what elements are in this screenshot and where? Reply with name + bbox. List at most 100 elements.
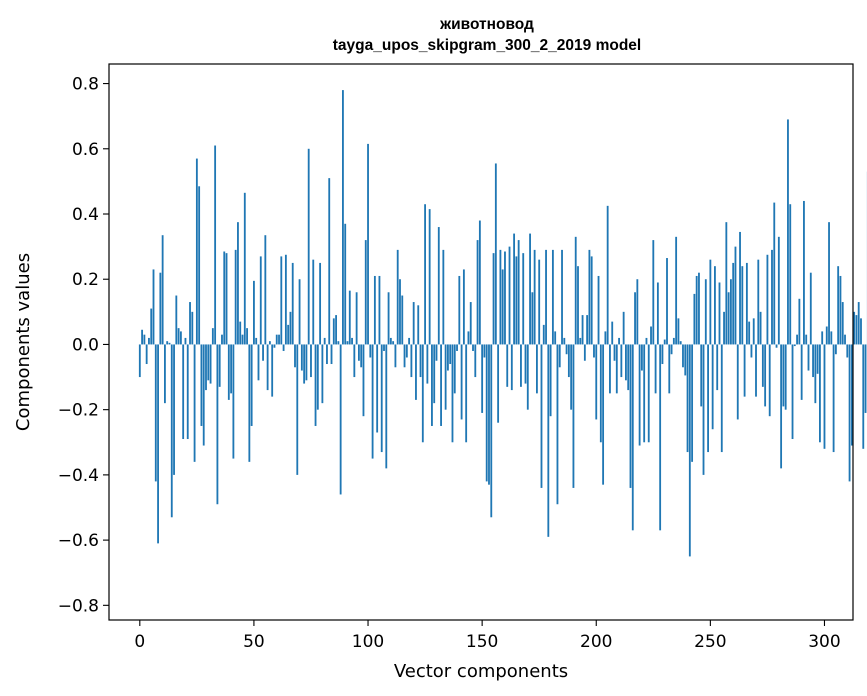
bar — [666, 258, 668, 345]
bar — [298, 279, 301, 345]
bar — [246, 328, 248, 345]
bar — [672, 337, 675, 345]
bar — [761, 344, 764, 387]
bar — [387, 292, 390, 345]
bar — [698, 272, 700, 345]
bar — [184, 337, 187, 345]
bar — [227, 344, 230, 400]
bar — [526, 344, 529, 410]
bar — [581, 315, 584, 345]
bar — [399, 279, 401, 345]
bar — [515, 256, 518, 345]
bar — [339, 344, 342, 495]
bar — [611, 321, 614, 345]
bar — [485, 344, 488, 482]
bar — [524, 344, 527, 384]
bar — [796, 334, 798, 345]
y-tick-label: −0.2 — [58, 401, 99, 421]
bar — [474, 344, 477, 378]
bar — [179, 331, 182, 345]
bar — [287, 324, 290, 345]
bar — [225, 253, 228, 345]
bar — [595, 344, 598, 420]
bar — [138, 344, 141, 378]
bar — [828, 222, 830, 345]
bar — [716, 344, 719, 391]
bar — [695, 275, 698, 345]
bar — [262, 344, 264, 361]
bar — [864, 344, 867, 413]
bar — [693, 293, 696, 345]
bar — [467, 331, 470, 345]
bar — [417, 305, 420, 345]
bar — [777, 236, 780, 345]
bar — [574, 236, 577, 345]
bar — [816, 344, 819, 374]
bar — [447, 344, 449, 371]
bar — [250, 344, 253, 426]
bar — [848, 344, 851, 482]
bar — [652, 240, 655, 345]
bar — [773, 202, 776, 345]
bar — [631, 344, 634, 531]
bar — [214, 145, 217, 345]
bar — [517, 240, 520, 345]
bar — [855, 315, 858, 345]
bar — [237, 222, 239, 345]
bar — [211, 328, 214, 345]
bar — [154, 344, 157, 482]
bar — [563, 337, 566, 345]
bar — [145, 344, 148, 365]
bar — [307, 148, 310, 345]
bar — [223, 251, 226, 345]
bar — [819, 344, 821, 443]
bar — [321, 344, 324, 404]
bar — [348, 290, 351, 345]
bar — [431, 344, 433, 426]
bar — [675, 236, 678, 345]
bar — [170, 344, 173, 518]
bar — [677, 318, 680, 345]
bar — [545, 249, 547, 345]
bar — [323, 337, 326, 345]
bar — [380, 344, 383, 453]
bar — [209, 344, 212, 384]
bar — [230, 344, 233, 394]
bar — [186, 344, 189, 440]
bar — [189, 302, 191, 345]
bar — [177, 328, 180, 345]
bar — [385, 344, 388, 469]
bar — [825, 326, 828, 345]
bar — [259, 256, 262, 345]
bar — [476, 240, 479, 345]
bar — [469, 302, 472, 345]
bar — [579, 337, 582, 345]
bar — [784, 344, 787, 410]
bar — [342, 90, 344, 345]
bar — [661, 344, 664, 365]
bar — [609, 344, 611, 394]
bar — [316, 344, 319, 410]
bar — [766, 254, 769, 345]
bar — [823, 344, 826, 449]
bar — [458, 275, 461, 345]
y-tick-label: 0.4 — [72, 205, 99, 225]
bar — [389, 337, 392, 345]
bar — [401, 295, 404, 345]
bar — [583, 344, 586, 361]
bar — [294, 344, 296, 368]
bar — [814, 344, 817, 404]
bar — [405, 344, 408, 358]
bar — [449, 344, 452, 365]
bar — [351, 337, 353, 345]
bar — [602, 344, 605, 485]
bar — [691, 344, 694, 462]
bar — [296, 344, 299, 475]
bar — [643, 344, 646, 443]
bar — [844, 334, 846, 345]
bar — [645, 337, 648, 345]
bar — [684, 344, 687, 376]
bar — [739, 231, 741, 345]
bar — [501, 269, 504, 345]
